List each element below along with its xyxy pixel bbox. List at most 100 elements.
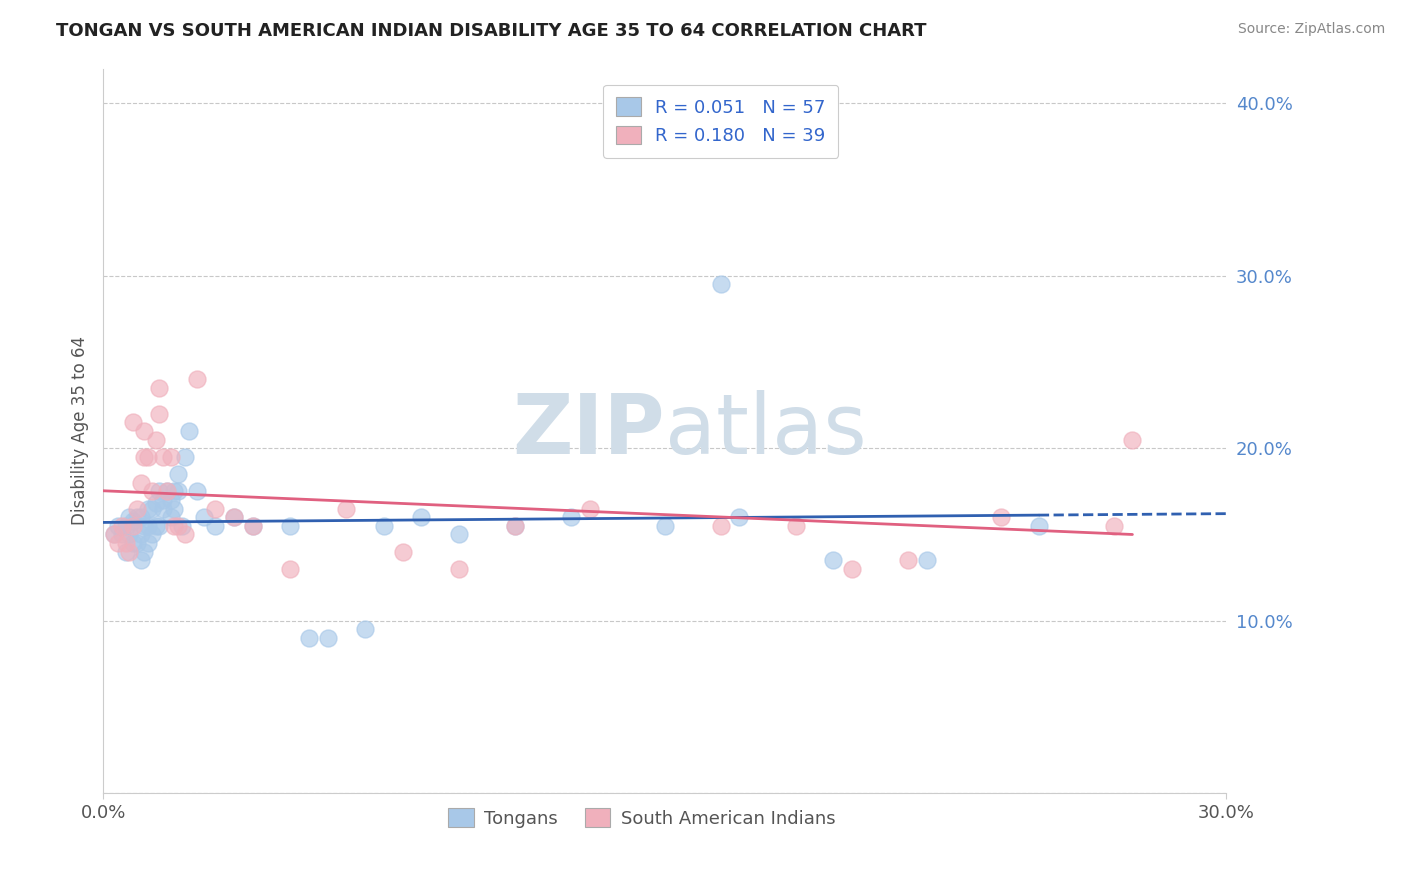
Point	[134, 450, 156, 464]
Point	[122, 519, 145, 533]
Point	[159, 450, 181, 464]
Point	[354, 623, 377, 637]
Point	[159, 492, 181, 507]
Point	[114, 536, 136, 550]
Point	[915, 553, 938, 567]
Point	[156, 484, 179, 499]
Point	[122, 514, 145, 528]
Point	[152, 450, 174, 464]
Point	[990, 510, 1012, 524]
Point	[503, 519, 526, 533]
Point	[174, 527, 197, 541]
Point	[278, 519, 301, 533]
Point	[141, 527, 163, 541]
Point	[145, 496, 167, 510]
Point	[107, 519, 129, 533]
Point	[118, 510, 141, 524]
Point	[186, 484, 208, 499]
Point	[111, 519, 134, 533]
Point	[125, 501, 148, 516]
Text: atlas: atlas	[665, 391, 866, 472]
Point	[242, 519, 264, 533]
Point	[129, 475, 152, 490]
Point	[560, 510, 582, 524]
Point	[163, 519, 186, 533]
Point	[163, 501, 186, 516]
Point	[148, 407, 170, 421]
Point	[447, 562, 470, 576]
Point	[129, 510, 152, 524]
Point	[411, 510, 433, 524]
Text: Source: ZipAtlas.com: Source: ZipAtlas.com	[1237, 22, 1385, 37]
Point	[193, 510, 215, 524]
Point	[278, 562, 301, 576]
Point	[204, 519, 226, 533]
Point	[373, 519, 395, 533]
Point	[391, 545, 413, 559]
Point	[174, 450, 197, 464]
Point	[136, 536, 159, 550]
Point	[728, 510, 751, 524]
Point	[298, 631, 321, 645]
Point	[114, 519, 136, 533]
Point	[136, 450, 159, 464]
Point	[129, 527, 152, 541]
Point	[134, 545, 156, 559]
Point	[129, 553, 152, 567]
Point	[107, 536, 129, 550]
Point	[224, 510, 246, 524]
Point	[152, 492, 174, 507]
Point	[159, 510, 181, 524]
Point	[148, 484, 170, 499]
Point	[145, 433, 167, 447]
Point	[148, 381, 170, 395]
Point	[163, 484, 186, 499]
Point	[136, 519, 159, 533]
Point	[1102, 519, 1125, 533]
Text: TONGAN VS SOUTH AMERICAN INDIAN DISABILITY AGE 35 TO 64 CORRELATION CHART: TONGAN VS SOUTH AMERICAN INDIAN DISABILI…	[56, 22, 927, 40]
Point	[1121, 433, 1143, 447]
Point	[167, 519, 190, 533]
Legend: Tongans, South American Indians: Tongans, South American Indians	[441, 801, 844, 835]
Point	[134, 424, 156, 438]
Point	[152, 501, 174, 516]
Point	[156, 484, 179, 499]
Point	[897, 553, 920, 567]
Point	[503, 519, 526, 533]
Point	[145, 519, 167, 533]
Point	[710, 519, 733, 533]
Point	[125, 536, 148, 550]
Point	[118, 545, 141, 559]
Point	[841, 562, 863, 576]
Point	[141, 484, 163, 499]
Point	[204, 501, 226, 516]
Point	[447, 527, 470, 541]
Point	[654, 519, 676, 533]
Point	[103, 527, 125, 541]
Text: ZIP: ZIP	[512, 391, 665, 472]
Point	[186, 372, 208, 386]
Point	[785, 519, 807, 533]
Point	[710, 277, 733, 292]
Y-axis label: Disability Age 35 to 64: Disability Age 35 to 64	[72, 336, 89, 525]
Point	[122, 415, 145, 429]
Point	[167, 484, 190, 499]
Point	[134, 519, 156, 533]
Point	[122, 536, 145, 550]
Point	[224, 510, 246, 524]
Point	[316, 631, 339, 645]
Point	[170, 519, 193, 533]
Point	[335, 501, 357, 516]
Point	[148, 519, 170, 533]
Point	[242, 519, 264, 533]
Point	[114, 545, 136, 559]
Point	[136, 501, 159, 516]
Point	[103, 527, 125, 541]
Point	[167, 467, 190, 481]
Point	[1028, 519, 1050, 533]
Point	[118, 527, 141, 541]
Point	[578, 501, 600, 516]
Point	[125, 510, 148, 524]
Point	[111, 527, 134, 541]
Point	[821, 553, 844, 567]
